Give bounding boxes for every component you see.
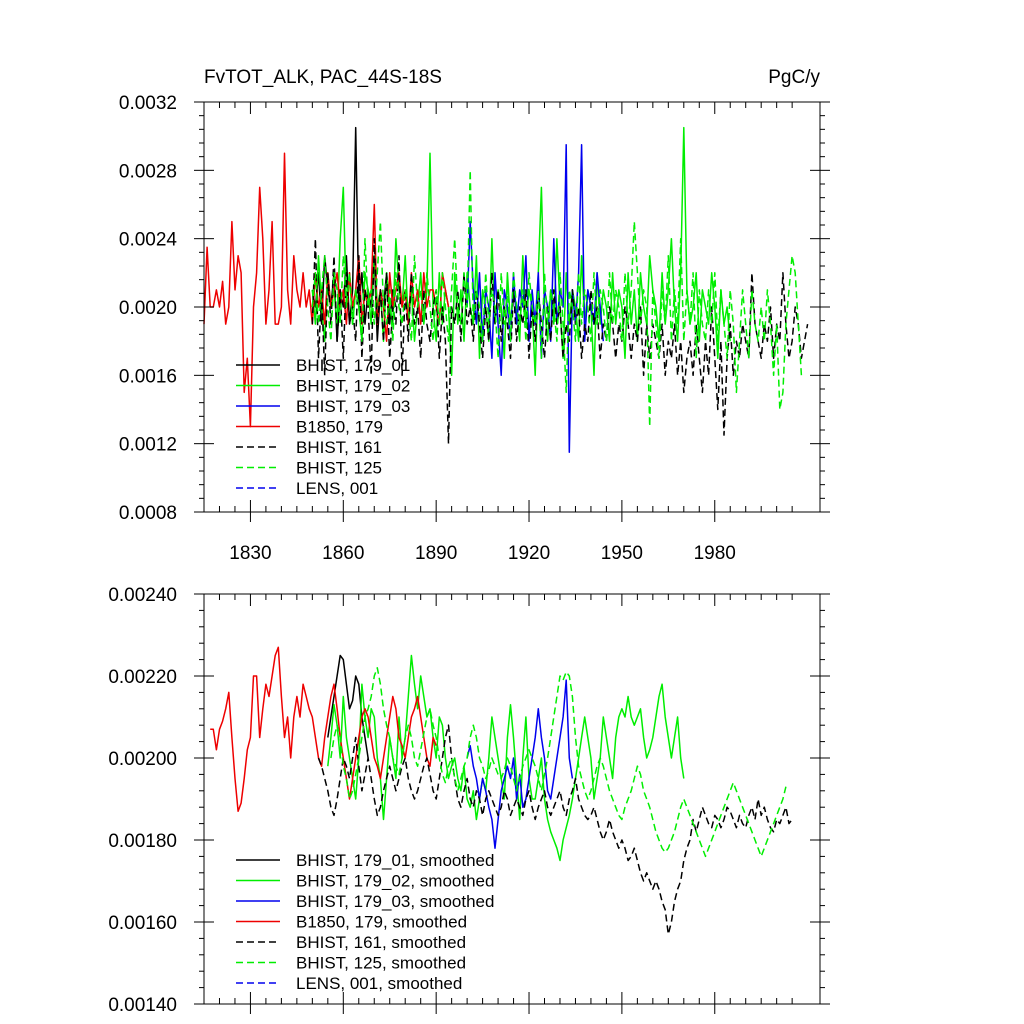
- legend-label: BHIST, 179_02, smoothed: [296, 872, 494, 891]
- x-tick-label: 1830: [229, 543, 271, 564]
- legend-label: BHIST, 161, smoothed: [296, 933, 466, 952]
- panel-bottom: 0.00140 0.00160 0.00180 0.00200 0.00220 0.002…: [108, 585, 830, 1016]
- y-tick-label: 0.0016: [119, 366, 177, 387]
- y-tick-label: 0.0008: [119, 503, 177, 524]
- panel-bottom-series-group: [210, 646, 793, 936]
- y-tick-label: 0.00200: [108, 749, 177, 770]
- y-tick-label: 0.00160: [108, 913, 177, 934]
- series-line-top-5: [311, 169, 803, 428]
- y-tick-label: 0.00220: [108, 667, 177, 688]
- panel-top-ticks: 1830 1860 1890 1920 1950 1980 0.0008 0.0012 0.00…: [119, 93, 830, 564]
- series-line-bottom-4: [317, 724, 793, 936]
- legend-label: BHIST, 125, smoothed: [296, 954, 466, 973]
- legend-label: BHIST, 161: [296, 438, 382, 457]
- series-line-bottom-5: [330, 667, 787, 858]
- series-line-bottom-2: [466, 679, 574, 849]
- legend-label: B1850, 179, smoothed: [296, 913, 467, 932]
- panel-top-title: FvTOT_ALK, PAC_44S-18S: [204, 67, 442, 88]
- series-line-top-4: [311, 237, 809, 445]
- legend-label: BHIST, 179_01: [296, 356, 410, 375]
- panel-top: FvTOT_ALK, PAC_44S-18S PgC/y 1830 1860 189…: [119, 67, 830, 564]
- x-tick-label: 1950: [601, 543, 643, 564]
- legend-label: BHIST, 179_03: [296, 397, 410, 416]
- panel-top-series-group: [203, 126, 809, 453]
- legend-label: BHIST, 179_02: [296, 377, 410, 396]
- panel-top-units: PgC/y: [768, 67, 820, 88]
- panel-bottom-legend: BHIST, 179_01, smoothed BHIST, 179_02, sm…: [236, 851, 494, 993]
- panel-top-plot-frame: [203, 101, 821, 513]
- y-tick-label: 0.00140: [108, 995, 177, 1016]
- y-tick-label: 0.00180: [108, 831, 177, 852]
- y-tick-label: 0.0020: [119, 298, 177, 319]
- y-tick-label: 0.00240: [108, 585, 177, 606]
- legend-label: LENS, 001, smoothed: [296, 974, 462, 993]
- y-tick-label: 0.0032: [119, 93, 177, 114]
- legend-label: LENS, 001: [296, 479, 378, 498]
- series-line-bottom-1: [327, 654, 685, 862]
- y-tick-label: 0.0028: [119, 161, 177, 182]
- legend-label: BHIST, 179_01, smoothed: [296, 851, 494, 870]
- series-line-top-3: [203, 152, 450, 428]
- legend-label: B1850, 179: [296, 418, 383, 437]
- y-tick-label: 0.0012: [119, 435, 177, 456]
- panel-bottom-ticks: 0.00140 0.00160 0.00180 0.00200 0.00220 0.002…: [108, 585, 830, 1016]
- legend-label: BHIST, 179_03, smoothed: [296, 892, 494, 911]
- x-tick-label: 1860: [322, 543, 364, 564]
- series-line-bottom-3: [210, 646, 437, 813]
- y-tick-label: 0.0024: [119, 230, 178, 251]
- legend-label: BHIST, 125: [296, 459, 382, 478]
- x-tick-label: 1920: [508, 543, 550, 564]
- x-tick-label: 1980: [694, 543, 736, 564]
- panel-bottom-plot-frame: [203, 593, 821, 1005]
- x-tick-label: 1890: [415, 543, 457, 564]
